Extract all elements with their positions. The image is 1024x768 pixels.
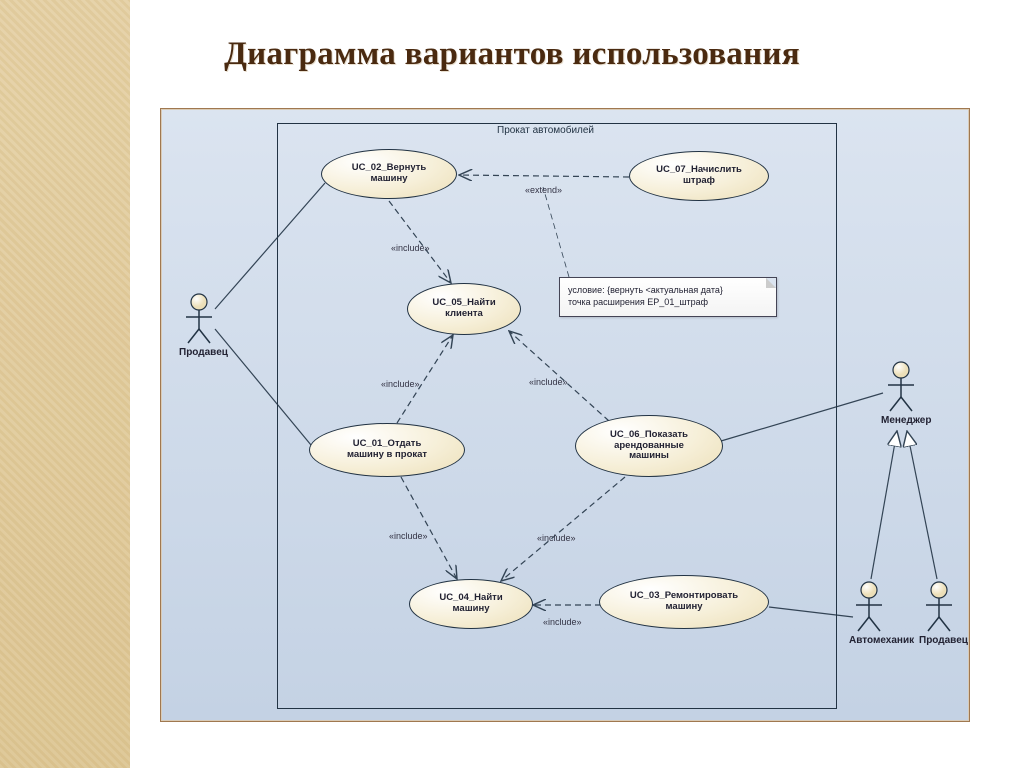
edge-label: «include»	[529, 377, 568, 387]
edge-label: «include»	[381, 379, 420, 389]
usecase-uc04: UC_04_Найтимашину	[409, 579, 533, 629]
usecase-uc02: UC_02_Вернутьмашину	[321, 149, 457, 199]
edge-label: «include»	[389, 531, 428, 541]
usecase-uc03: UC_03_Ремонтироватьмашину	[599, 575, 769, 629]
usecase-uc07: UC_07_Начислитьштраф	[629, 151, 769, 201]
extension-note: условие: {вернуть <актуальная дата}точка…	[559, 277, 777, 317]
usecase-uc06: UC_06_Показатьарендованныемашины	[575, 415, 723, 477]
note-line: условие: {вернуть <актуальная дата}	[568, 284, 768, 296]
actor-label: Продавец	[179, 347, 219, 358]
actor-seller1: Продавец	[179, 293, 219, 358]
actor-mechanic: Автомеханик	[849, 581, 889, 646]
system-title: Прокат автомобилей	[497, 125, 594, 136]
usecase-uc05: UC_05_Найтиклиента	[407, 283, 521, 335]
edge-label: «extend»	[525, 185, 562, 195]
edge-label: «include»	[537, 533, 576, 543]
page-title: Диаграмма вариантов использования	[0, 36, 1024, 73]
actor-manager: Менеджер	[881, 361, 921, 426]
use-case-diagram: Прокат автомобилей «include» «include» «inc…	[160, 108, 970, 722]
actor-label: Автомеханик	[849, 635, 889, 646]
usecase-uc01: UC_01_Отдатьмашину в прокат	[309, 423, 465, 477]
sidebar-texture	[0, 0, 130, 768]
edge	[907, 431, 937, 579]
actor-seller2: Продавец	[919, 581, 959, 646]
edge	[871, 431, 897, 579]
note-line: точка расширения ЕР_01_штраф	[568, 296, 768, 308]
actor-label: Продавец	[919, 635, 959, 646]
actor-label: Менеджер	[881, 415, 921, 426]
edge-label: «include»	[391, 243, 430, 253]
edge-label: «include»	[543, 617, 582, 627]
